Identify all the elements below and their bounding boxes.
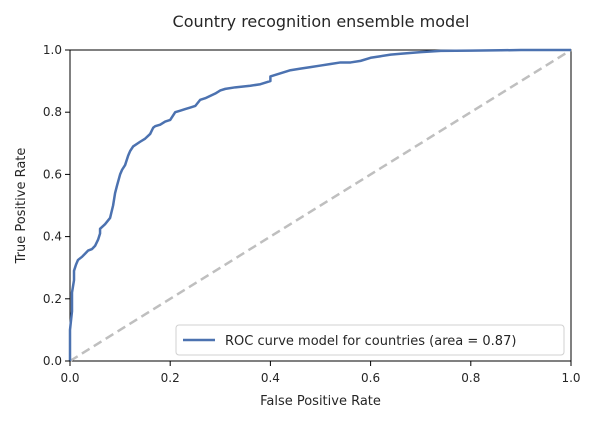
y-tick-label: 0.4 (43, 230, 62, 244)
x-tick-label: 0.8 (461, 371, 480, 385)
x-tick-label: 0.4 (261, 371, 280, 385)
legend-box (175, 324, 565, 356)
chance-diagonal-line (69, 48, 572, 363)
y-tick-label: 1.0 (43, 43, 62, 57)
y-tick-label: 0.8 (43, 105, 62, 119)
legend: ROC curve model for countries (area = 0.… (175, 324, 565, 356)
chart-title: Country recognition ensemble model (173, 12, 470, 31)
x-axis-label: False Positive Rate (260, 394, 381, 409)
y-tick-label: 0.6 (43, 167, 62, 181)
roc-curve-line (68, 48, 571, 361)
x-axis-ticks: 0.0 0.2 0.4 0.6 0.8 1.0 (60, 361, 581, 385)
y-tick-label: 0.0 (43, 354, 62, 368)
y-tick-label: 0.2 (43, 292, 62, 306)
x-tick-label: 1.0 (561, 371, 580, 385)
x-tick-label: 0.6 (361, 371, 380, 385)
y-axis-ticks: 0.0 0.2 0.4 0.6 0.8 1.0 (43, 43, 70, 368)
legend-label: ROC curve model for countries (area = 0.… (225, 334, 516, 349)
series-layer (68, 48, 572, 363)
y-axis-label: True Positive Rate (14, 148, 29, 265)
x-tick-label: 0.2 (161, 371, 180, 385)
x-tick-label: 0.0 (60, 371, 79, 385)
